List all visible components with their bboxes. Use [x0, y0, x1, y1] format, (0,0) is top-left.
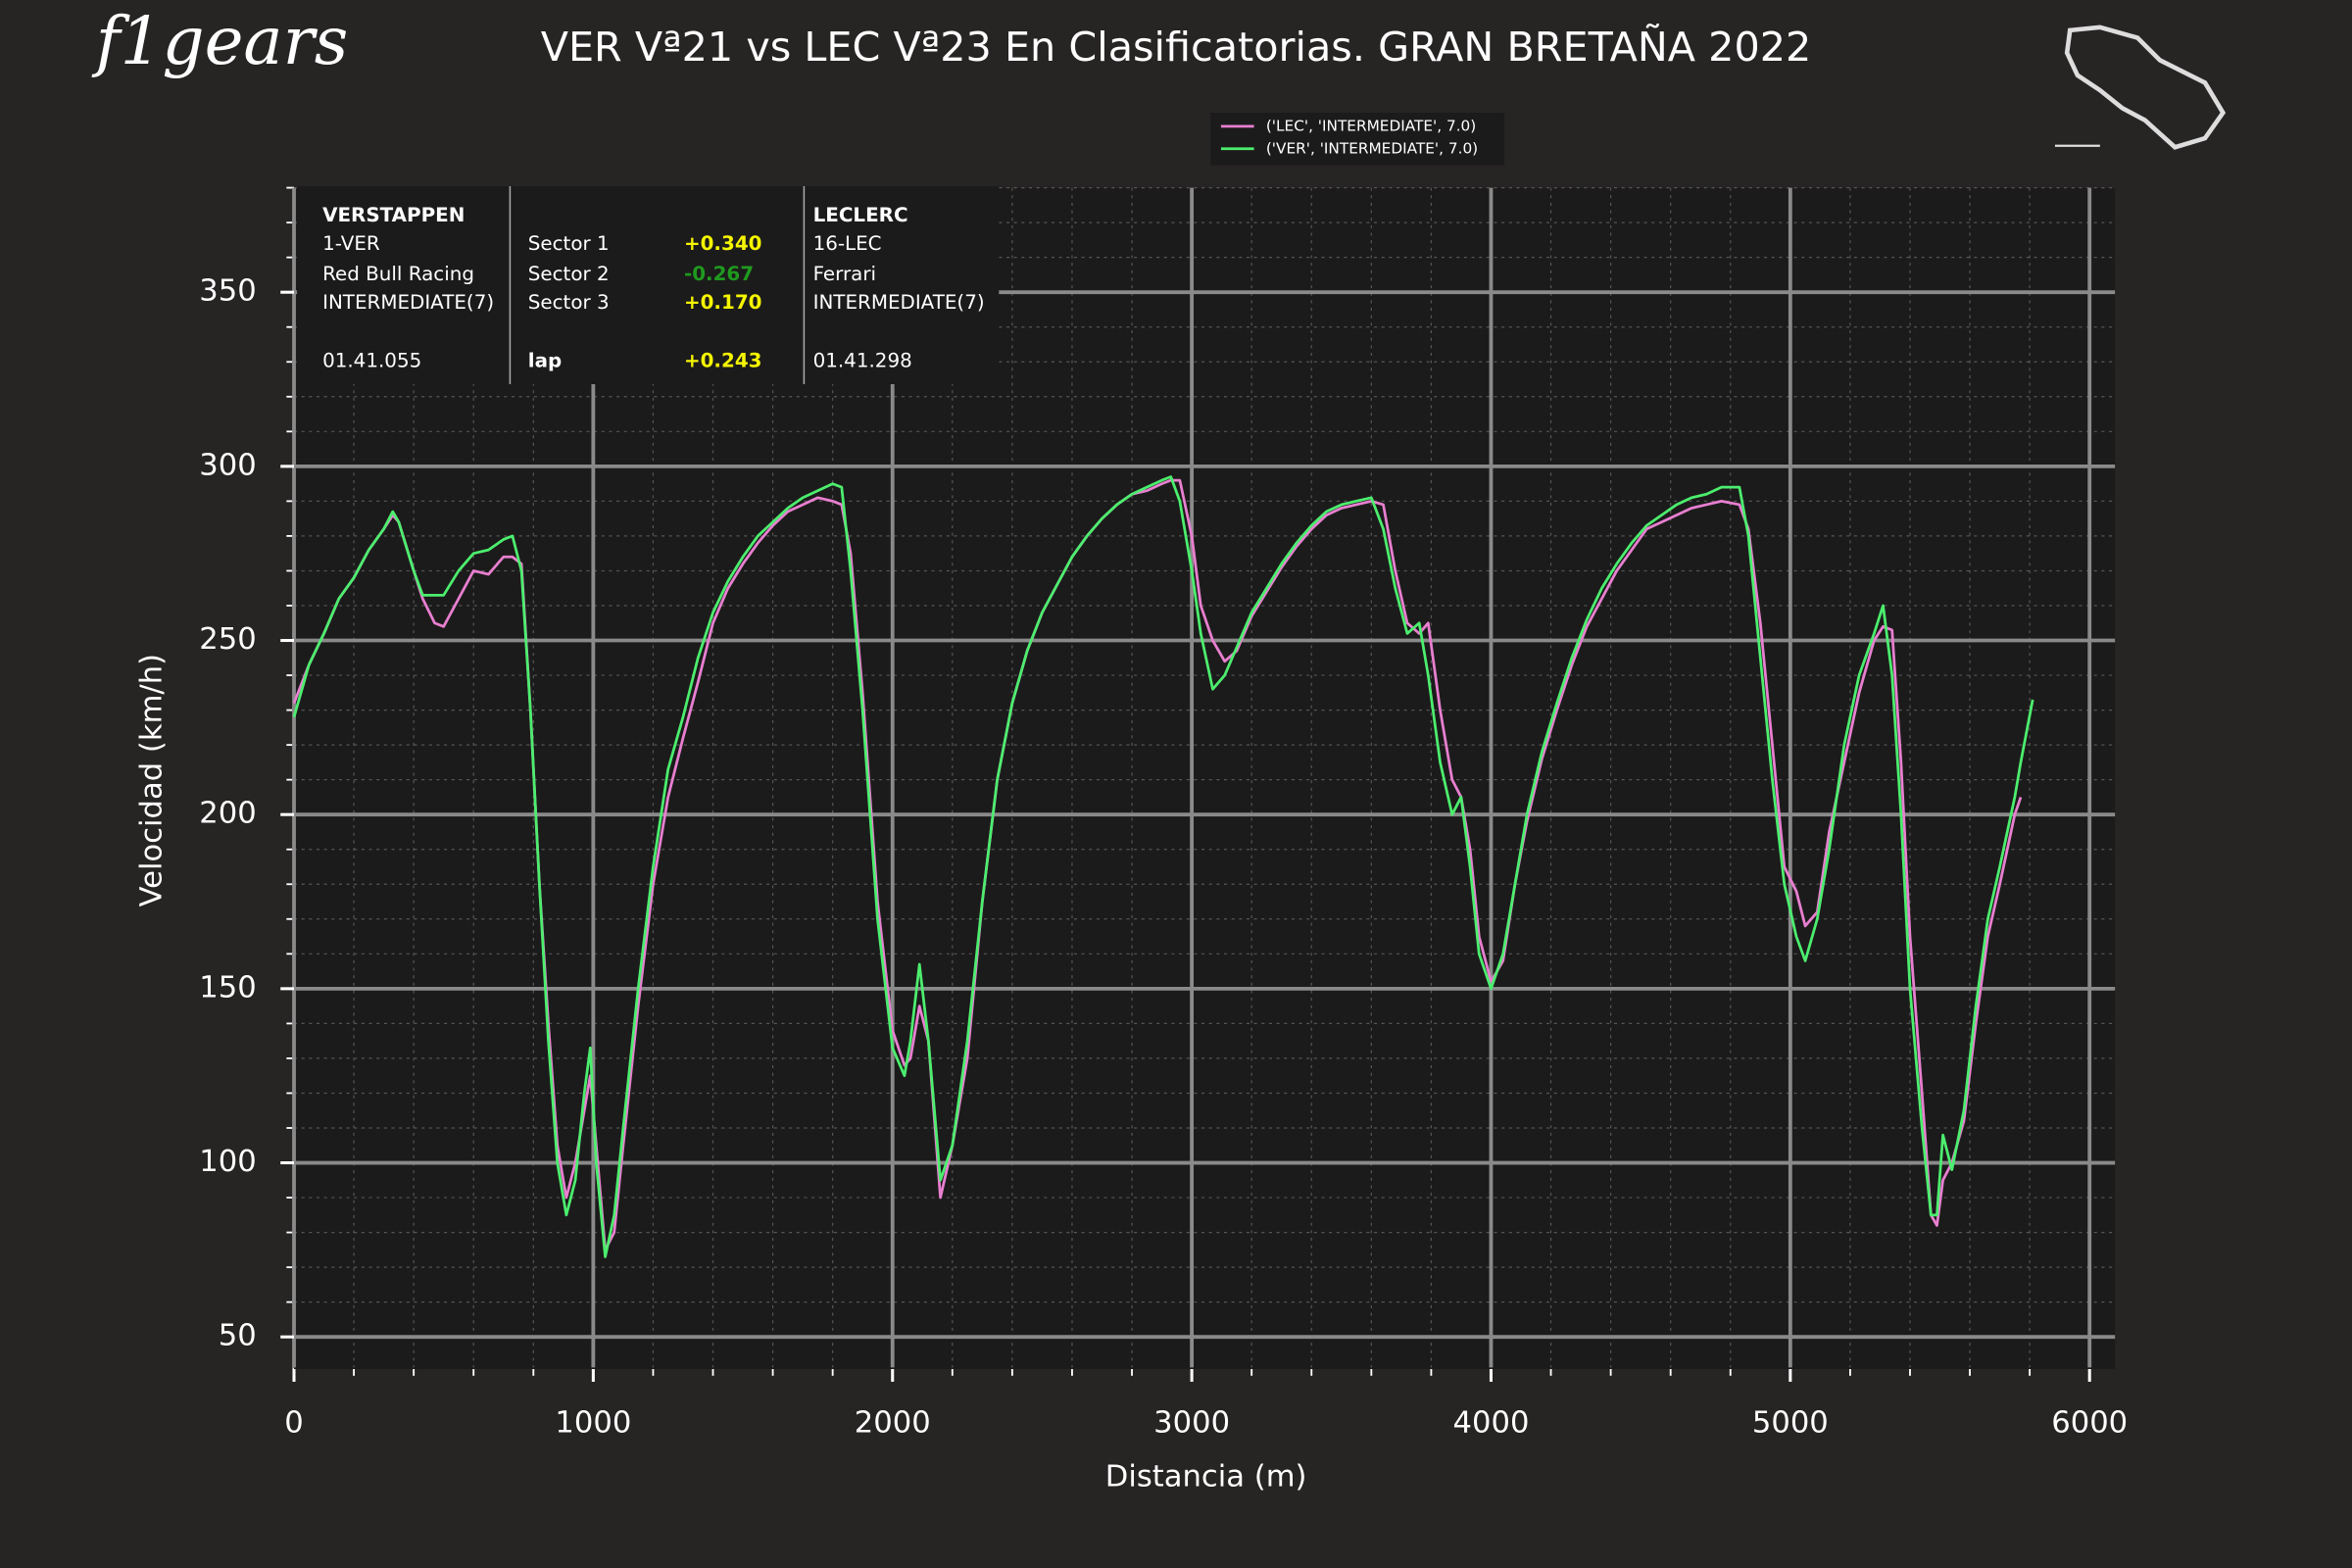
y-tick-label: 250 [199, 622, 256, 657]
x-tick-label: 4000 [1453, 1405, 1530, 1440]
x-tick-label: 3000 [1153, 1405, 1230, 1440]
x-tick-label: 2000 [855, 1405, 931, 1440]
sector-label: lap [528, 350, 562, 372]
legend-box [1210, 113, 1505, 166]
chart-title: VER Vª21 vs LEC Vª23 En Clasificatorias.… [541, 24, 1812, 71]
series-line [292, 478, 2023, 1251]
y-tick-label: 350 [199, 274, 256, 309]
driver-name: VERSTAPPEN [322, 204, 465, 226]
track-map [2054, 24, 2227, 150]
series-line [292, 475, 2034, 1258]
y-tick-label: 200 [199, 797, 256, 831]
series-lines [292, 475, 2034, 1258]
driver-tyre: INTERMEDIATE(7) [322, 291, 494, 314]
driver-time: 01.41.298 [813, 350, 912, 372]
legend: ('LEC', 'INTERMEDIATE', 7.0) ('VER', 'INT… [1210, 113, 1505, 166]
delta: +0.243 [684, 350, 762, 372]
y-tick-label: 150 [199, 970, 256, 1004]
y-tick-label: 50 [219, 1319, 257, 1353]
x-axis-label: Distancia (m) [1105, 1459, 1307, 1494]
y-tick-label: 100 [199, 1145, 256, 1179]
x-tick-label: 1000 [555, 1405, 631, 1440]
delta: -0.267 [684, 263, 754, 285]
driver-code: 1-VER [322, 232, 380, 255]
info-background [297, 186, 1000, 385]
sector-label: Sector 2 [528, 263, 610, 285]
logo: f1gears [91, 2, 349, 79]
legend-label: ('VER', 'INTERMEDIATE', 7.0) [1266, 139, 1478, 157]
info-box: VERSTAPPEN 1-VER Red Bull Racing INTERME… [297, 186, 1000, 385]
x-tick-label: 0 [284, 1405, 303, 1440]
driver-tyre: INTERMEDIATE(7) [813, 291, 985, 314]
delta: +0.340 [684, 232, 762, 255]
driver-code: 16-LEC [813, 232, 882, 255]
x-tick-label: 5000 [1752, 1405, 1829, 1440]
y-tick-label: 300 [199, 448, 256, 482]
driver-team: Ferrari [813, 263, 876, 285]
delta: +0.170 [684, 291, 762, 314]
x-tick-label: 6000 [2051, 1405, 2128, 1440]
legend-label: ('LEC', 'INTERMEDIATE', 7.0) [1266, 117, 1476, 134]
sector-label: Sector 3 [528, 291, 610, 314]
sector-label: Sector 1 [528, 232, 610, 255]
driver-time: 01.41.055 [322, 350, 421, 372]
driver-name: LECLERC [813, 204, 908, 226]
driver-team: Red Bull Racing [322, 263, 474, 285]
y-axis-label: Velocidad (km/h) [135, 654, 170, 906]
